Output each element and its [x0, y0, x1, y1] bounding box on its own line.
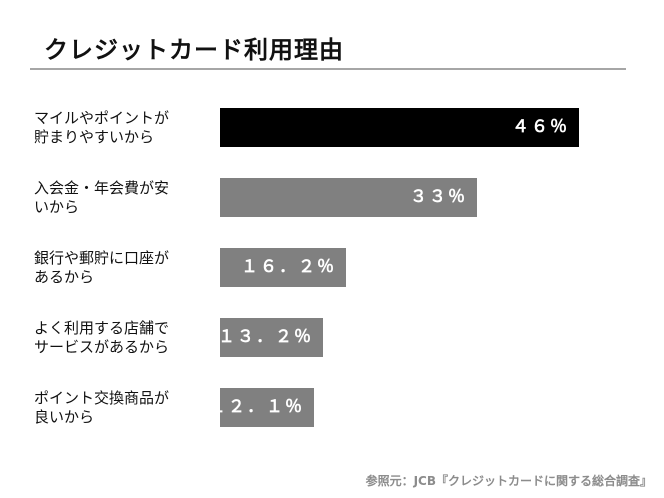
bar: ４６％: [220, 108, 579, 147]
chart-title: クレジットカード利用理由: [44, 36, 344, 64]
bar-value-label: ４６％: [512, 117, 569, 137]
category-label: 入会金・年会費が安 いから: [34, 178, 170, 216]
source-note: 参照元：JCB『クレジットカードに関する総合調査』: [365, 474, 652, 488]
category-label: 銀行や郵貯に口座が あるから: [34, 248, 170, 286]
bar-value-label: １２．１％: [209, 397, 304, 417]
bar-value-label: ３３％: [410, 187, 467, 207]
bar: １３．２％: [218, 318, 323, 357]
bar: ３３％: [220, 178, 477, 217]
bar: １６．２％: [220, 248, 346, 287]
title-divider: [30, 68, 626, 70]
bar: １２．１％: [209, 388, 314, 427]
bar-value-label: １６．２％: [241, 257, 336, 277]
category-label: ポイント交換商品が 良いから: [34, 388, 170, 426]
category-label: よく利用する店舗で サービスがあるから: [34, 318, 170, 356]
category-label: マイルやポイントが 貯まりやすいから: [34, 108, 170, 146]
bar-value-label: １３．２％: [218, 327, 313, 347]
